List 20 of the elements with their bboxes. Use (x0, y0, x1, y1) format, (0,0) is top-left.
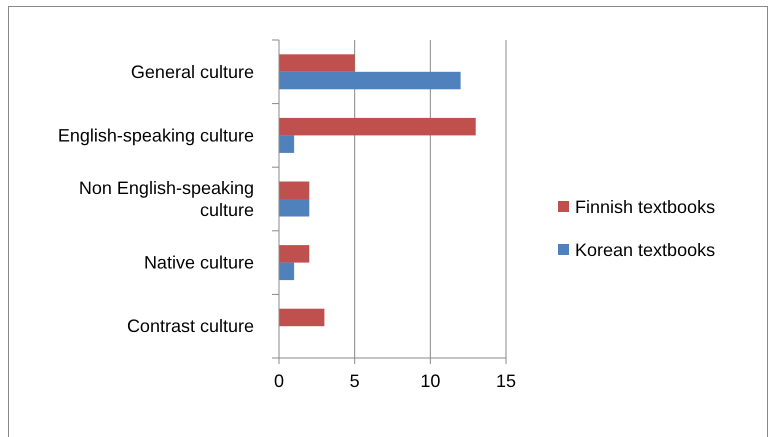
bar (279, 308, 324, 326)
y-tick-label: English-speaking culture (58, 125, 254, 146)
bar (279, 72, 461, 90)
bar (279, 182, 310, 199)
y-tick-label: Contrast culture (126, 316, 254, 336)
y-tick-label: Native culture (144, 252, 254, 273)
bar (279, 54, 355, 72)
bar (279, 118, 476, 136)
x-tick-label: 5 (350, 370, 360, 391)
y-tick-label: Non English-speaking culture (78, 178, 254, 220)
x-tick-label: 10 (420, 370, 440, 391)
bar (279, 245, 310, 263)
bar (279, 199, 310, 216)
bar (279, 262, 294, 280)
x-tick-label: 15 (496, 370, 516, 391)
y-tick-label: General culture (130, 62, 254, 82)
legend-label: Finnish textbooks (575, 197, 716, 217)
x-tick-label: 0 (274, 370, 284, 391)
bar (279, 135, 294, 153)
legend-label: Korean textbooks (575, 240, 716, 260)
